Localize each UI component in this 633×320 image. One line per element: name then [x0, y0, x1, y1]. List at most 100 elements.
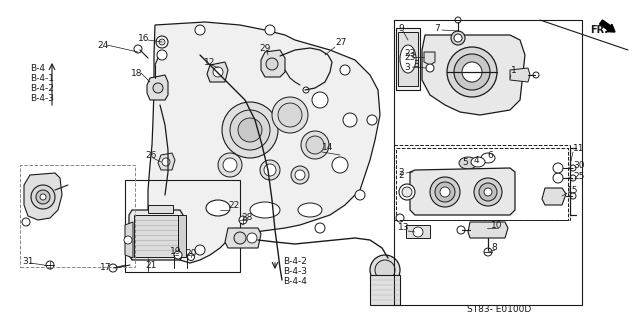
Text: 5: 5 — [462, 157, 468, 166]
Bar — [396, 148, 568, 220]
Circle shape — [291, 166, 309, 184]
Circle shape — [370, 255, 400, 285]
Circle shape — [218, 153, 242, 177]
Text: 6: 6 — [487, 150, 492, 159]
Polygon shape — [510, 68, 530, 82]
Circle shape — [260, 160, 280, 180]
Circle shape — [474, 178, 502, 206]
Circle shape — [375, 260, 395, 280]
Text: 18: 18 — [131, 68, 142, 77]
Circle shape — [367, 115, 377, 125]
Circle shape — [355, 190, 365, 200]
Circle shape — [435, 182, 455, 202]
Bar — [370, 275, 400, 305]
Bar — [125, 180, 240, 272]
Polygon shape — [422, 35, 525, 115]
Circle shape — [454, 34, 462, 42]
Polygon shape — [542, 188, 566, 205]
Text: 21: 21 — [145, 260, 156, 269]
Bar — [148, 205, 173, 213]
Polygon shape — [468, 222, 508, 238]
Circle shape — [40, 194, 46, 200]
Text: B-4-4: B-4-4 — [283, 277, 307, 286]
Circle shape — [343, 113, 357, 127]
Circle shape — [295, 170, 305, 180]
Circle shape — [31, 185, 55, 209]
Text: B-4-3: B-4-3 — [283, 268, 307, 276]
Circle shape — [301, 131, 329, 159]
Polygon shape — [125, 222, 133, 258]
FancyArrow shape — [599, 20, 615, 32]
Text: 15: 15 — [567, 186, 579, 195]
Polygon shape — [148, 22, 380, 263]
Text: 24: 24 — [97, 41, 108, 50]
Circle shape — [426, 64, 434, 72]
Circle shape — [156, 36, 168, 48]
Circle shape — [570, 193, 576, 199]
Circle shape — [36, 190, 50, 204]
Text: 30: 30 — [573, 161, 584, 170]
Text: B-4-1: B-4-1 — [30, 74, 54, 83]
Text: 3: 3 — [404, 62, 410, 71]
Circle shape — [315, 223, 325, 233]
Polygon shape — [406, 225, 430, 238]
Text: 4: 4 — [474, 156, 480, 164]
Circle shape — [213, 67, 223, 77]
Polygon shape — [147, 75, 168, 100]
Text: 11: 11 — [573, 143, 584, 153]
Circle shape — [457, 226, 465, 234]
Polygon shape — [398, 32, 418, 86]
Circle shape — [174, 251, 182, 259]
Ellipse shape — [206, 200, 230, 216]
Text: 22: 22 — [228, 201, 239, 210]
Text: 26: 26 — [145, 150, 156, 159]
Circle shape — [223, 158, 237, 172]
Circle shape — [247, 233, 257, 243]
Circle shape — [272, 97, 308, 133]
Circle shape — [553, 173, 563, 183]
Circle shape — [484, 188, 492, 196]
Circle shape — [239, 216, 247, 224]
Circle shape — [46, 261, 54, 269]
Circle shape — [230, 110, 270, 150]
Circle shape — [238, 118, 262, 142]
Circle shape — [447, 47, 497, 97]
Text: 28: 28 — [241, 213, 253, 222]
Circle shape — [187, 253, 194, 260]
Circle shape — [570, 165, 576, 171]
Circle shape — [303, 87, 309, 93]
Text: 27: 27 — [335, 37, 346, 46]
Circle shape — [533, 72, 539, 78]
Circle shape — [264, 164, 276, 176]
Polygon shape — [225, 228, 261, 248]
Ellipse shape — [400, 45, 416, 73]
Circle shape — [109, 264, 117, 272]
Text: 17: 17 — [100, 263, 111, 273]
Text: 9: 9 — [398, 23, 404, 33]
Circle shape — [430, 177, 460, 207]
Circle shape — [222, 102, 278, 158]
Polygon shape — [410, 168, 515, 215]
Circle shape — [266, 58, 278, 70]
Circle shape — [278, 103, 302, 127]
Circle shape — [440, 187, 450, 197]
Circle shape — [399, 184, 415, 200]
Circle shape — [265, 25, 275, 35]
Text: B-4-3: B-4-3 — [30, 93, 54, 102]
Text: B-4-2: B-4-2 — [283, 258, 307, 267]
Circle shape — [553, 163, 563, 173]
Circle shape — [306, 136, 324, 154]
Circle shape — [413, 227, 423, 237]
Bar — [178, 215, 186, 257]
Polygon shape — [24, 173, 62, 220]
Text: 2: 2 — [398, 167, 404, 177]
Circle shape — [455, 17, 461, 23]
Circle shape — [402, 187, 412, 197]
Text: 12: 12 — [204, 58, 215, 67]
Bar — [20, 165, 135, 267]
Circle shape — [570, 175, 576, 181]
Ellipse shape — [481, 153, 495, 163]
Polygon shape — [396, 28, 420, 90]
Text: 7: 7 — [434, 23, 440, 33]
Text: 3: 3 — [413, 60, 419, 68]
